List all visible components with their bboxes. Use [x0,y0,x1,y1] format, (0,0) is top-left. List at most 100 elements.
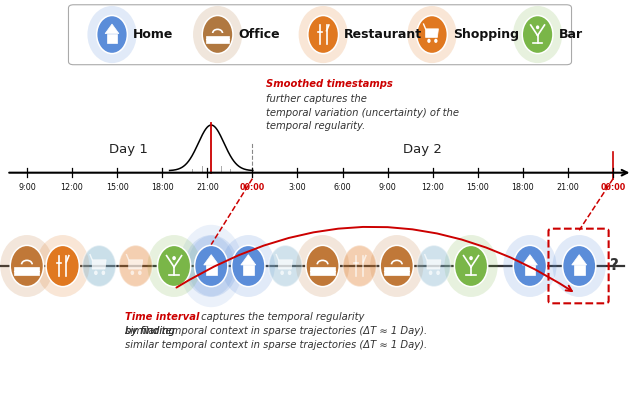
Polygon shape [243,265,253,275]
Ellipse shape [157,245,191,287]
Text: by finding: by finding [125,326,175,336]
Text: further captures the: further captures the [266,94,367,104]
Ellipse shape [172,256,176,260]
Ellipse shape [288,270,291,275]
Ellipse shape [94,270,98,275]
Ellipse shape [552,235,606,297]
Polygon shape [426,29,438,37]
Text: 12:00: 12:00 [61,183,83,192]
Text: 21:00: 21:00 [196,183,219,192]
Ellipse shape [119,245,152,287]
Ellipse shape [536,25,540,29]
Polygon shape [574,265,584,275]
Ellipse shape [180,225,243,307]
Polygon shape [572,254,587,265]
Text: Office: Office [239,28,280,41]
Text: by finding: by finding [125,326,175,336]
Text: 15:00: 15:00 [467,183,489,192]
Ellipse shape [10,245,44,287]
Ellipse shape [454,245,488,287]
Text: Restaurant: Restaurant [344,28,422,41]
Ellipse shape [221,235,275,297]
Text: 21:00: 21:00 [557,183,579,192]
Text: 3:00: 3:00 [289,183,307,192]
Polygon shape [241,254,256,265]
Ellipse shape [46,245,79,287]
FancyBboxPatch shape [68,5,572,65]
Ellipse shape [147,235,201,297]
Ellipse shape [138,270,141,275]
Ellipse shape [503,235,557,297]
Ellipse shape [193,6,242,63]
Text: 15:00: 15:00 [106,183,129,192]
Polygon shape [105,24,119,34]
Polygon shape [206,36,229,43]
Ellipse shape [428,39,431,43]
Ellipse shape [184,235,238,297]
Ellipse shape [131,270,134,275]
Ellipse shape [417,15,447,54]
Polygon shape [385,267,410,275]
Ellipse shape [308,15,339,54]
Text: temporal regularity.: temporal regularity. [266,121,365,131]
Ellipse shape [232,245,265,287]
Text: captures the temporal regularity: captures the temporal regularity [198,312,365,322]
Ellipse shape [102,270,105,275]
Text: 18:00: 18:00 [151,183,173,192]
Ellipse shape [280,270,284,275]
Polygon shape [525,265,535,275]
Text: 9:00: 9:00 [18,183,36,192]
Text: 12:00: 12:00 [421,183,444,192]
Ellipse shape [299,6,348,63]
Polygon shape [522,254,538,265]
Ellipse shape [469,256,473,260]
Text: Bar: Bar [559,28,583,41]
Text: Smoothed timestamps: Smoothed timestamps [266,79,392,89]
Ellipse shape [380,245,413,287]
Ellipse shape [188,236,234,296]
Text: Day 2: Day 2 [403,143,442,156]
Polygon shape [204,254,219,265]
Text: ?: ? [610,258,619,274]
Text: Time interval: Time interval [125,312,199,322]
Text: Home: Home [133,28,173,41]
Ellipse shape [88,6,136,63]
Text: 00:00: 00:00 [240,183,265,192]
Ellipse shape [306,245,339,287]
Ellipse shape [417,245,451,287]
Ellipse shape [0,235,54,297]
Text: similar temporal context in sparse trajectories (ΔT ≈ 1 Day).: similar temporal context in sparse traje… [125,326,427,336]
Ellipse shape [563,245,596,287]
Ellipse shape [195,245,228,287]
Ellipse shape [269,245,302,287]
Text: 9:00: 9:00 [379,183,397,192]
Polygon shape [92,260,106,269]
Ellipse shape [296,235,349,297]
Text: temporal variation (uncertainty) of the: temporal variation (uncertainty) of the [266,108,460,118]
Ellipse shape [429,270,433,275]
Ellipse shape [343,245,376,287]
Ellipse shape [83,245,116,287]
Polygon shape [15,267,40,275]
Text: 18:00: 18:00 [511,183,534,192]
Polygon shape [427,260,441,269]
Text: 6:00: 6:00 [333,183,351,192]
Ellipse shape [36,235,90,297]
Ellipse shape [97,15,127,54]
Ellipse shape [522,15,553,54]
Ellipse shape [436,270,440,275]
Polygon shape [310,267,335,275]
Ellipse shape [444,235,498,297]
Text: similar temporal context in sparse trajectories (ΔT ≈ 1 Day).: similar temporal context in sparse traje… [125,340,427,350]
Polygon shape [107,34,117,43]
Ellipse shape [513,245,547,287]
Polygon shape [278,260,292,269]
Text: 00:00: 00:00 [600,183,626,192]
Polygon shape [206,265,216,275]
Polygon shape [129,260,143,269]
Text: Shopping: Shopping [453,28,519,41]
Ellipse shape [202,15,233,54]
Ellipse shape [513,6,562,63]
Ellipse shape [370,235,424,297]
Ellipse shape [408,6,456,63]
